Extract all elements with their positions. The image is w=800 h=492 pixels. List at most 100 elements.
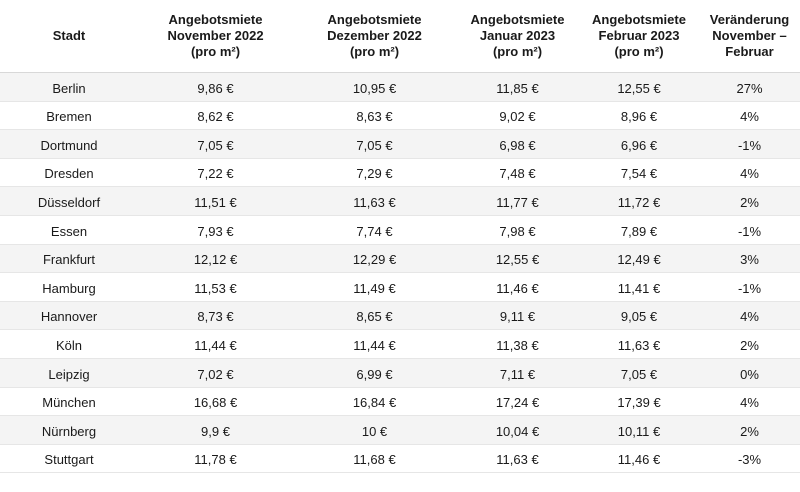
cell-dez-2022: 11,63 € — [293, 186, 456, 216]
header-line: Angebotsmiete — [470, 12, 565, 27]
header-line: Februar 2023 — [598, 28, 680, 43]
cell-dez-2022: 7,05 € — [293, 129, 456, 159]
rent-table: Stadt Angebotsmiete November 2022 (pro m²) A… — [0, 0, 800, 474]
table-row: München 16,68 €16,84 €17,24 €17,39 €4% — [0, 387, 800, 417]
cell-feb-2023: 9,05 € — [579, 301, 699, 331]
header-line: (pro m²) — [349, 44, 400, 59]
header-line: Stadt — [52, 28, 86, 43]
cell-nov-2022: 11,53 € — [138, 272, 293, 302]
cell-jan-2023: 11,38 € — [456, 329, 579, 359]
cell-city: Dresden — [0, 158, 138, 188]
cell-jan-2023: 7,98 € — [456, 215, 579, 245]
cell-jan-2023: 9,02 € — [456, 101, 579, 131]
table-row: Dresden 7,22 €7,29 €7,48 €7,54 €4% — [0, 158, 800, 188]
cell-jan-2023: 11,63 € — [456, 444, 579, 474]
cell-jan-2023: 9,11 € — [456, 301, 579, 331]
table-row: Stuttgart 11,78 €11,68 €11,63 €11,46 € -3% — [0, 444, 800, 474]
header-nov-2022: Angebotsmiete November 2022 (pro m²) — [138, 0, 293, 73]
cell-dez-2022: 8,63 € — [293, 101, 456, 131]
cell-dez-2022: 11,68 € — [293, 444, 456, 474]
cell-change: 4% — [699, 301, 800, 331]
table-row: Dortmund 7,05 €7,05 €6,98 €6,96 € -1% — [0, 129, 800, 159]
header-line: Angebotsmiete — [327, 12, 422, 27]
cell-city: München — [0, 387, 138, 417]
cell-feb-2023: 17,39 € — [579, 387, 699, 417]
cell-change: -3% — [699, 444, 800, 474]
header-line: Angebotsmiete — [168, 12, 263, 27]
cell-change: -1% — [699, 272, 800, 302]
cell-nov-2022: 16,68 € — [138, 387, 293, 417]
cell-dez-2022: 6,99 € — [293, 358, 456, 388]
cell-jan-2023: 11,77 € — [456, 186, 579, 216]
cell-city: Hamburg — [0, 272, 138, 302]
cell-dez-2022: 7,29 € — [293, 158, 456, 188]
cell-city: Hannover — [0, 301, 138, 331]
table-row: Berlin 9,86 €10,95 €11,85 €12,55 €27% — [0, 72, 800, 102]
cell-jan-2023: 11,46 € — [456, 272, 579, 302]
header-line: (pro m²) — [614, 44, 664, 59]
cell-city: Köln — [0, 329, 138, 359]
cell-jan-2023: 10,04 € — [456, 415, 579, 445]
cell-city: Nürnberg — [0, 415, 138, 445]
cell-city: Frankfurt — [0, 244, 138, 274]
table-body: Berlin 9,86 €10,95 €11,85 €12,55 €27% Brem… — [0, 72, 800, 474]
cell-feb-2023: 7,05 € — [579, 358, 699, 388]
cell-dez-2022: 11,44 € — [293, 329, 456, 359]
cell-nov-2022: 11,51 € — [138, 186, 293, 216]
cell-dez-2022: 11,49 € — [293, 272, 456, 302]
header-line: Februar — [725, 44, 774, 59]
cell-feb-2023: 11,72 € — [579, 186, 699, 216]
cell-nov-2022: 7,93 € — [138, 215, 293, 245]
header-feb-2023: Angebotsmiete Februar 2023 (pro m²) — [579, 0, 699, 73]
cell-city: Leipzig — [0, 358, 138, 388]
table-row: Nürnberg 9,9 €10 €10,04 €10,11 €2% — [0, 415, 800, 445]
cell-city: Bremen — [0, 101, 138, 131]
table-row: Bremen 8,62 €8,63 €9,02 €8,96 €4% — [0, 101, 800, 131]
cell-feb-2023: 11,41 € — [579, 272, 699, 302]
table-row: Leipzig 7,02 €6,99 €7,11 €7,05 €0% — [0, 358, 800, 388]
cell-nov-2022: 9,9 € — [138, 415, 293, 445]
cell-nov-2022: 12,12 € — [138, 244, 293, 274]
cell-dez-2022: 12,29 € — [293, 244, 456, 274]
table-row: Köln 11,44 €11,44 €11,38 €11,63 €2% — [0, 329, 800, 359]
cell-city: Berlin — [0, 72, 138, 102]
header-line: (pro m²) — [492, 44, 543, 59]
cell-change: 4% — [699, 101, 800, 131]
cell-jan-2023: 12,55 € — [456, 244, 579, 274]
header-line: November 2022 — [167, 28, 264, 43]
cell-city: Dortmund — [0, 129, 138, 159]
header-veraenderung: Veränderung November – Februar — [699, 0, 800, 73]
cell-feb-2023: 11,46 € — [579, 444, 699, 474]
table-row: Hamburg 11,53 €11,49 €11,46 €11,41 € -1% — [0, 272, 800, 302]
cell-jan-2023: 6,98 € — [456, 129, 579, 159]
cell-feb-2023: 12,55 € — [579, 72, 699, 102]
cell-nov-2022: 8,62 € — [138, 101, 293, 131]
header-row: Stadt Angebotsmiete November 2022 (pro m²) A… — [0, 0, 800, 73]
cell-nov-2022: 11,78 € — [138, 444, 293, 474]
cell-dez-2022: 7,74 € — [293, 215, 456, 245]
cell-feb-2023: 12,49 € — [579, 244, 699, 274]
cell-feb-2023: 6,96 € — [579, 129, 699, 159]
cell-change: 4% — [699, 387, 800, 417]
header-line: (pro m²) — [190, 44, 241, 59]
header-dez-2022: Angebotsmiete Dezember 2022 (pro m²) — [293, 0, 456, 73]
cell-change: 0% — [699, 358, 800, 388]
table-row: Düsseldorf 11,51 €11,63 €11,77 €11,72 €2% — [0, 186, 800, 216]
table-row: Frankfurt 12,12 €12,29 €12,55 €12,49 €3% — [0, 244, 800, 274]
cell-jan-2023: 7,48 € — [456, 158, 579, 188]
table-row: Hannover 8,73 €8,65 €9,11 €9,05 €4% — [0, 301, 800, 331]
header-line: Dezember 2022 — [327, 28, 422, 43]
cell-nov-2022: 7,05 € — [138, 129, 293, 159]
cell-city: Essen — [0, 215, 138, 245]
cell-dez-2022: 8,65 € — [293, 301, 456, 331]
header-stadt: Stadt — [0, 0, 138, 73]
cell-change: -1% — [699, 215, 800, 245]
cell-change: 2% — [699, 415, 800, 445]
cell-dez-2022: 16,84 € — [293, 387, 456, 417]
cell-change: 27% — [699, 72, 800, 102]
cell-jan-2023: 11,85 € — [456, 72, 579, 102]
header-line: Veränderung — [709, 12, 790, 27]
header-jan-2023: Angebotsmiete Januar 2023 (pro m²) — [456, 0, 579, 73]
cell-nov-2022: 7,02 € — [138, 358, 293, 388]
cell-jan-2023: 17,24 € — [456, 387, 579, 417]
